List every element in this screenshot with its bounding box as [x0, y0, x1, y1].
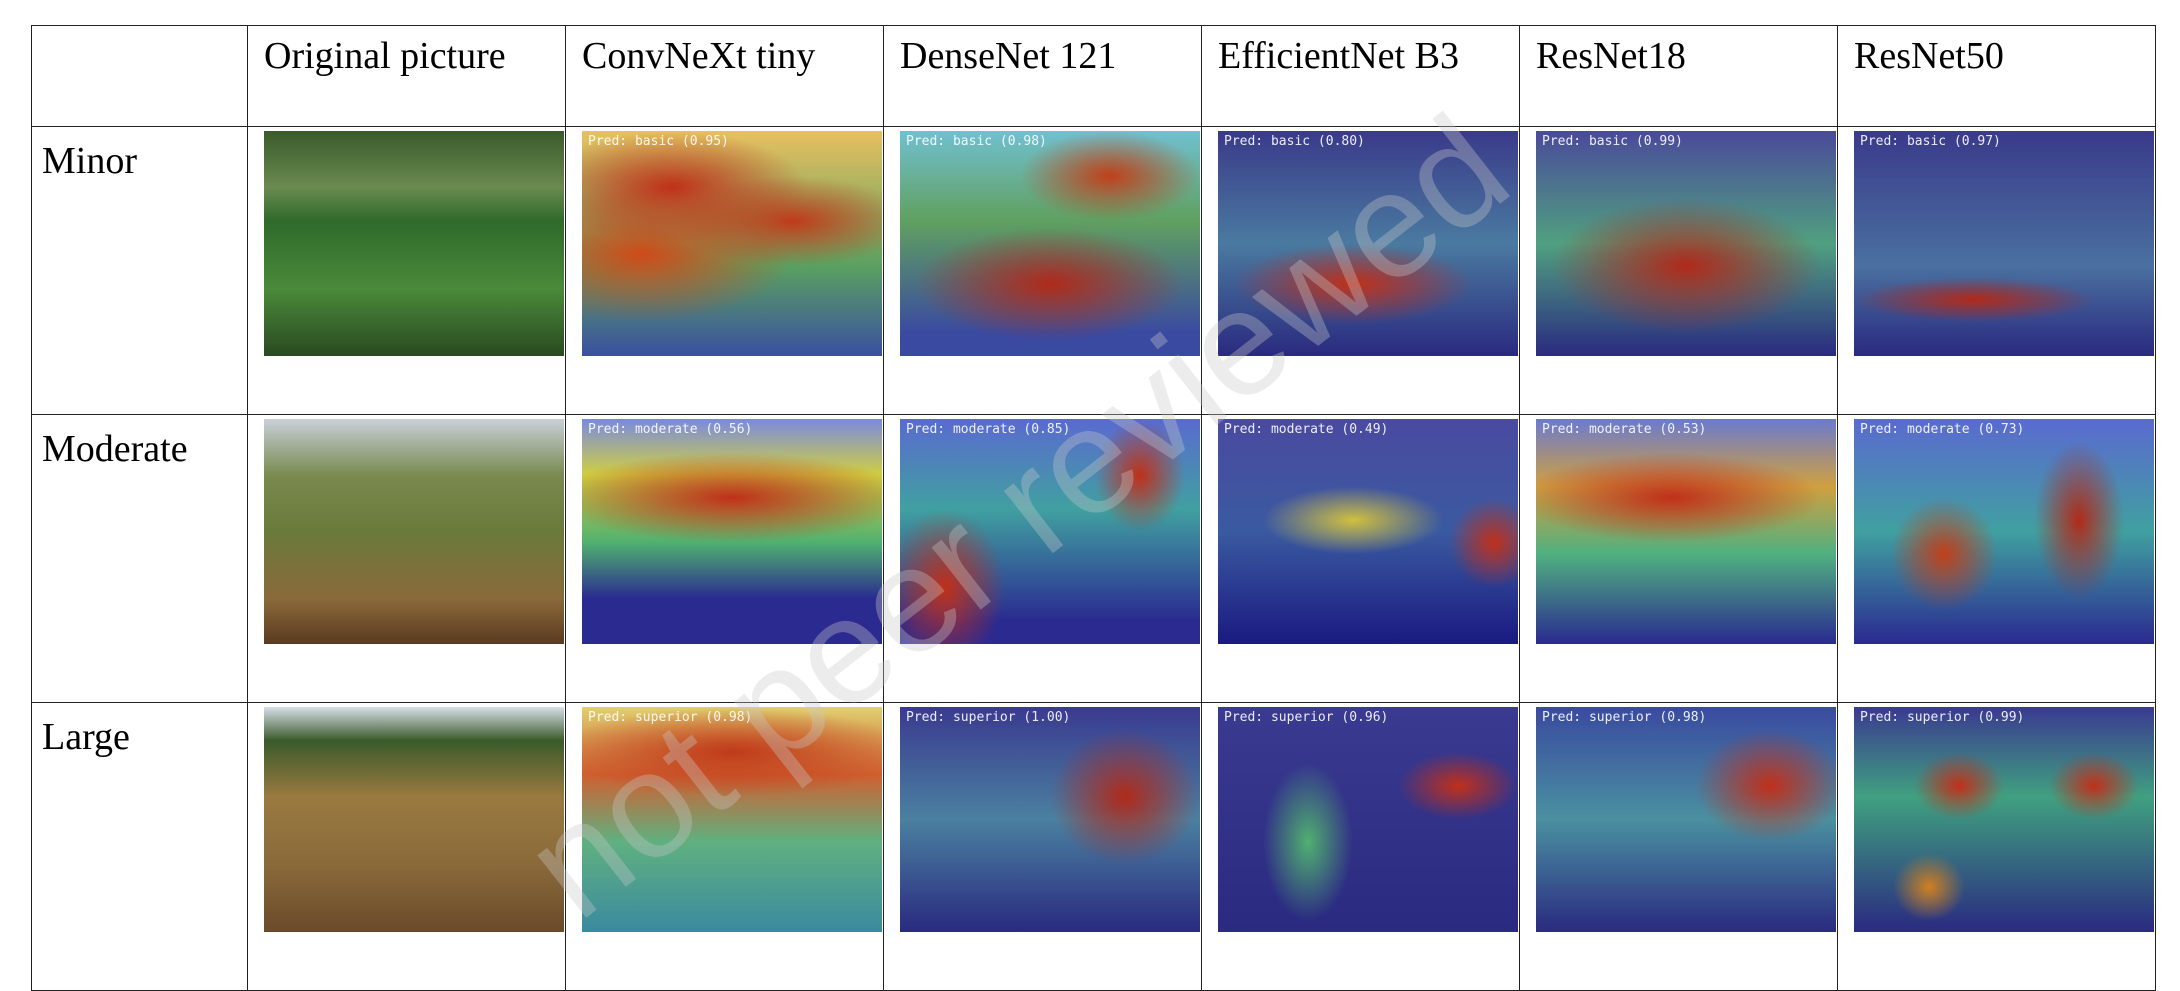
header-resnet50: ResNet50 — [1837, 25, 2156, 127]
heatmap-cell: Pred: moderate (0.56) — [565, 414, 884, 703]
row-label-text: Minor — [42, 140, 137, 182]
header-empty — [31, 25, 248, 127]
prediction-label: Pred: basic (0.80) — [1224, 134, 1365, 149]
row-label-text: Moderate — [42, 428, 188, 470]
heatmap-cell: Pred: superior (0.96) — [1201, 702, 1520, 991]
prediction-label: Pred: moderate (0.56) — [588, 422, 753, 437]
table-row-large: Large Pred: superior (0.98) Pred: superior… — [31, 702, 2156, 991]
heatmap-cell: Pred: basic (0.98) — [883, 126, 1202, 415]
heatmap-cell: Pred: moderate (0.73) — [1837, 414, 2156, 703]
prediction-label: Pred: moderate (0.49) — [1224, 422, 1389, 437]
original-cell — [247, 702, 566, 991]
row-label: Large — [31, 702, 248, 991]
row-label-text: Large — [42, 716, 130, 758]
prediction-label: Pred: basic (0.98) — [906, 134, 1047, 149]
original-cell — [247, 414, 566, 703]
gradcam-heatmap: Pred: moderate (0.85) — [900, 419, 1200, 644]
heatmap-cell: Pred: superior (0.99) — [1837, 702, 2156, 991]
prediction-label: Pred: superior (0.99) — [1860, 710, 2025, 725]
table-row-moderate: Moderate Pred: moderate (0.56) Pred: moder… — [31, 414, 2156, 703]
header-efficientnet: EfficientNet B3 — [1201, 25, 1520, 127]
gradcam-heatmap: Pred: basic (0.98) — [900, 131, 1200, 356]
prediction-label: Pred: superior (0.96) — [1224, 710, 1389, 725]
prediction-label: Pred: basic (0.99) — [1542, 134, 1683, 149]
gradcam-heatmap: Pred: basic (0.97) — [1854, 131, 2154, 356]
gradcam-heatmap: Pred: superior (0.98) — [1536, 707, 1836, 932]
original-cell — [247, 126, 566, 415]
heatmap-cell: Pred: superior (1.00) — [883, 702, 1202, 991]
original-photo — [264, 419, 564, 644]
gradcam-heatmap: Pred: moderate (0.73) — [1854, 419, 2154, 644]
header-row: Original picture ConvNeXt tiny DenseNet … — [31, 25, 2156, 127]
header-original: Original picture — [247, 25, 566, 127]
header-densenet: DenseNet 121 — [883, 25, 1202, 127]
original-photo — [264, 131, 564, 356]
gradcam-comparison-table: Original picture ConvNeXt tiny DenseNet … — [31, 25, 2156, 991]
heatmap-cell: Pred: superior (0.98) — [565, 702, 884, 991]
prediction-label: Pred: moderate (0.73) — [1860, 422, 2025, 437]
gradcam-heatmap: Pred: superior (1.00) — [900, 707, 1200, 932]
prediction-label: Pred: superior (0.98) — [1542, 710, 1707, 725]
heatmap-cell: Pred: basic (0.97) — [1837, 126, 2156, 415]
table-row-minor: Minor Pred: basic (0.95) Pred: basic (0.98… — [31, 126, 2156, 415]
heatmap-cell: Pred: superior (0.98) — [1519, 702, 1838, 991]
heatmap-cell: Pred: moderate (0.49) — [1201, 414, 1520, 703]
heatmap-cell: Pred: basic (0.80) — [1201, 126, 1520, 415]
gradcam-heatmap: Pred: basic (0.80) — [1218, 131, 1518, 356]
gradcam-heatmap: Pred: moderate (0.53) — [1536, 419, 1836, 644]
gradcam-heatmap: Pred: moderate (0.49) — [1218, 419, 1518, 644]
heatmap-cell: Pred: basic (0.95) — [565, 126, 884, 415]
header-resnet18: ResNet18 — [1519, 25, 1838, 127]
heatmap-cell: Pred: moderate (0.53) — [1519, 414, 1838, 703]
prediction-label: Pred: moderate (0.85) — [906, 422, 1071, 437]
gradcam-heatmap: Pred: superior (0.96) — [1218, 707, 1518, 932]
row-label: Minor — [31, 126, 248, 415]
gradcam-heatmap: Pred: basic (0.99) — [1536, 131, 1836, 356]
gradcam-heatmap: Pred: moderate (0.56) — [582, 419, 882, 644]
prediction-label: Pred: superior (0.98) — [588, 710, 753, 725]
gradcam-heatmap: Pred: superior (0.99) — [1854, 707, 2154, 932]
header-convnext: ConvNeXt tiny — [565, 25, 884, 127]
prediction-label: Pred: moderate (0.53) — [1542, 422, 1707, 437]
gradcam-heatmap: Pred: superior (0.98) — [582, 707, 882, 932]
original-photo — [264, 707, 564, 932]
prediction-label: Pred: basic (0.95) — [588, 134, 729, 149]
prediction-label: Pred: superior (1.00) — [906, 710, 1071, 725]
gradcam-heatmap: Pred: basic (0.95) — [582, 131, 882, 356]
heatmap-cell: Pred: basic (0.99) — [1519, 126, 1838, 415]
prediction-label: Pred: basic (0.97) — [1860, 134, 2001, 149]
heatmap-cell: Pred: moderate (0.85) — [883, 414, 1202, 703]
row-label: Moderate — [31, 414, 248, 703]
